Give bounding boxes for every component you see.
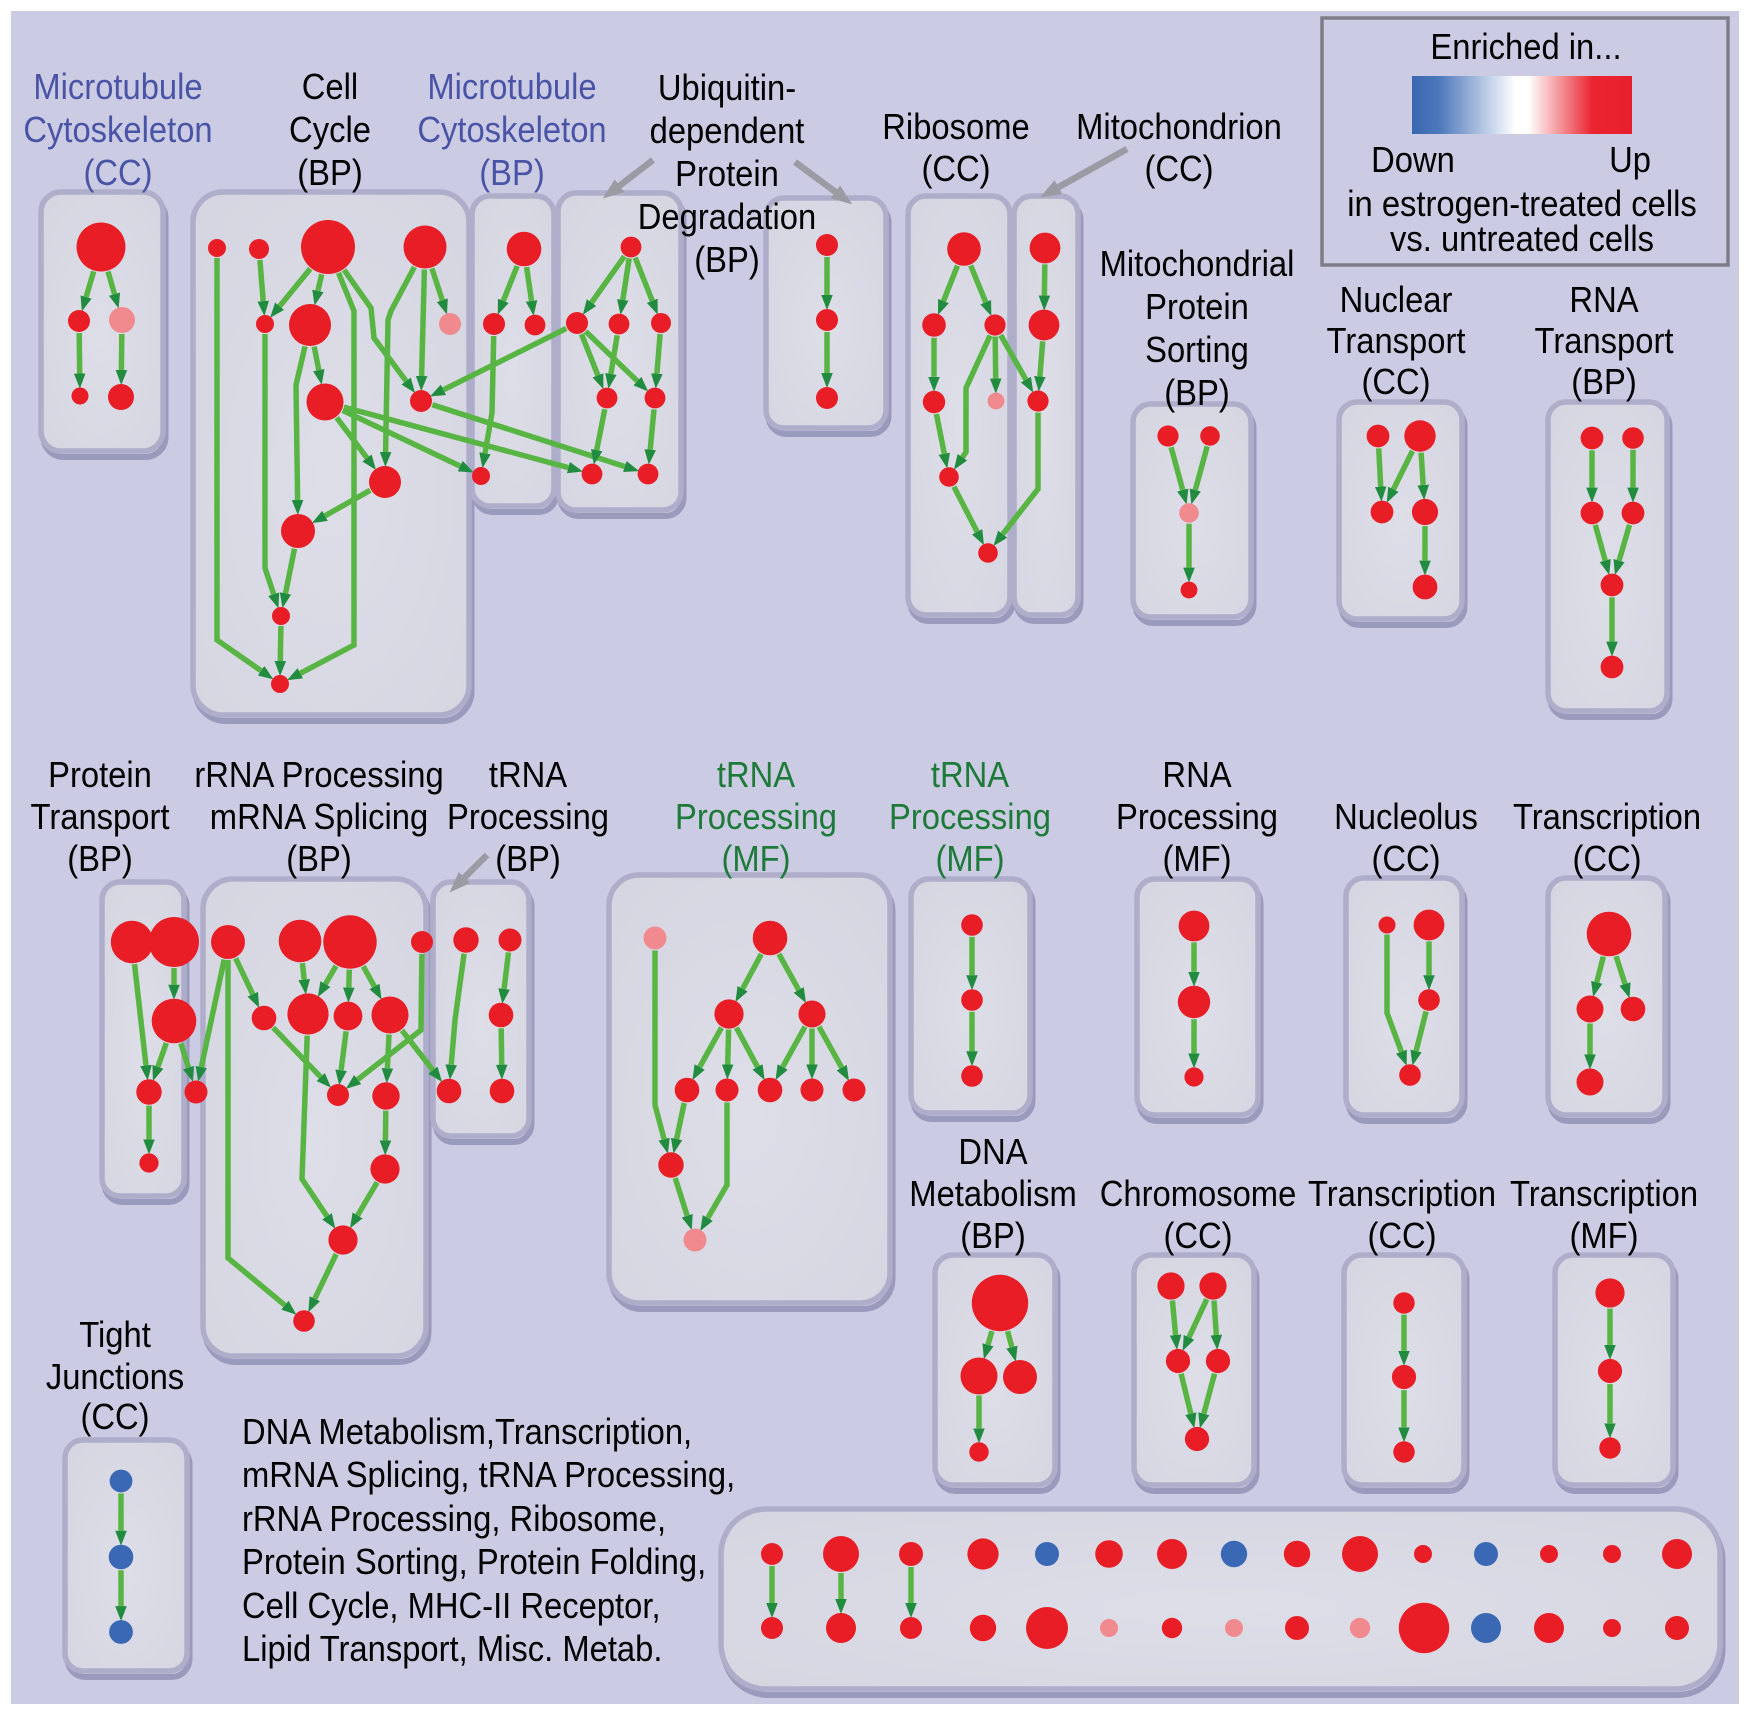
svg-text:rRNA Processing, Ribosome,: rRNA Processing, Ribosome,: [242, 1500, 666, 1540]
svg-text:(CC): (CC): [1371, 840, 1440, 880]
svg-text:Metabolism: Metabolism: [909, 1175, 1076, 1215]
svg-text:Transcription: Transcription: [1308, 1175, 1496, 1215]
svg-text:Enriched in...: Enriched in...: [1430, 28, 1621, 68]
svg-text:vs. untreated cells: vs. untreated cells: [1390, 220, 1654, 260]
svg-text:Ribosome: Ribosome: [882, 108, 1029, 148]
svg-text:(BP): (BP): [495, 840, 560, 880]
svg-text:rRNA Processing: rRNA Processing: [194, 756, 443, 796]
svg-text:Junctions: Junctions: [46, 1358, 184, 1398]
svg-text:Transport: Transport: [31, 798, 170, 838]
svg-text:(CC): (CC): [1144, 150, 1213, 190]
svg-text:Mitochondrial: Mitochondrial: [1100, 245, 1295, 285]
svg-text:Lipid Transport, Misc. Metab.: Lipid Transport, Misc. Metab.: [242, 1630, 662, 1670]
svg-text:(CC): (CC): [1367, 1217, 1436, 1257]
svg-text:Microtubule: Microtubule: [33, 68, 202, 108]
svg-text:(CC): (CC): [921, 150, 990, 190]
svg-text:Sorting: Sorting: [1145, 331, 1249, 371]
svg-text:tRNA: tRNA: [717, 756, 795, 796]
svg-text:Transcription: Transcription: [1510, 1175, 1698, 1215]
svg-text:Transcription: Transcription: [1513, 798, 1701, 838]
svg-text:Protein: Protein: [1145, 288, 1249, 328]
svg-text:(MF): (MF): [1569, 1217, 1638, 1257]
svg-text:Ubiquitin-: Ubiquitin-: [658, 69, 796, 109]
svg-text:Nucleolus: Nucleolus: [1334, 798, 1478, 838]
svg-text:Cell Cycle, MHC-II Receptor,: Cell Cycle, MHC-II Receptor,: [242, 1587, 661, 1627]
svg-text:Protein: Protein: [48, 756, 152, 796]
svg-text:dependent: dependent: [650, 112, 805, 152]
svg-text:(MF): (MF): [935, 840, 1004, 880]
svg-text:Processing: Processing: [675, 798, 837, 838]
svg-text:(BP): (BP): [479, 154, 544, 194]
svg-text:Down: Down: [1371, 141, 1455, 181]
svg-text:Degradation: Degradation: [638, 198, 816, 238]
svg-text:Cell: Cell: [302, 68, 358, 108]
svg-text:DNA Metabolism,Transcription,: DNA Metabolism,Transcription,: [242, 1413, 692, 1453]
svg-text:Protein: Protein: [675, 155, 779, 195]
svg-text:Nuclear: Nuclear: [1340, 281, 1453, 321]
svg-text:in estrogen-treated cells: in estrogen-treated cells: [1347, 185, 1697, 225]
svg-text:mRNA Splicing, tRNA Processing: mRNA Splicing, tRNA Processing,: [242, 1456, 735, 1496]
svg-text:Cytoskeleton: Cytoskeleton: [417, 111, 606, 151]
svg-text:(CC): (CC): [83, 154, 152, 194]
svg-text:DNA: DNA: [958, 1133, 1027, 1173]
svg-text:Microtubule: Microtubule: [427, 68, 596, 108]
svg-text:(BP): (BP): [1164, 374, 1229, 414]
svg-text:Processing: Processing: [447, 798, 609, 838]
svg-text:(CC): (CC): [1361, 363, 1430, 403]
svg-text:Tight: Tight: [79, 1316, 151, 1356]
svg-text:Mitochondrion: Mitochondrion: [1076, 108, 1282, 148]
svg-text:tRNA: tRNA: [489, 756, 567, 796]
svg-text:(CC): (CC): [1572, 840, 1641, 880]
svg-text:RNA: RNA: [1569, 281, 1638, 321]
svg-text:Cycle: Cycle: [289, 111, 371, 151]
svg-text:Chromosome: Chromosome: [1100, 1175, 1297, 1215]
svg-text:Transport: Transport: [1535, 322, 1674, 362]
svg-text:(CC): (CC): [1163, 1217, 1232, 1257]
svg-text:Protein Sorting, Protein Foldi: Protein Sorting, Protein Folding,: [242, 1543, 706, 1583]
svg-text:Processing: Processing: [1116, 798, 1278, 838]
svg-text:(BP): (BP): [67, 840, 132, 880]
svg-text:(CC): (CC): [80, 1398, 149, 1438]
svg-text:RNA: RNA: [1162, 756, 1231, 796]
svg-text:(BP): (BP): [1571, 363, 1636, 403]
svg-text:(BP): (BP): [694, 241, 759, 281]
svg-text:Transport: Transport: [1327, 322, 1466, 362]
svg-text:Processing: Processing: [889, 798, 1051, 838]
svg-text:Cytoskeleton: Cytoskeleton: [23, 111, 212, 151]
svg-text:tRNA: tRNA: [931, 756, 1009, 796]
svg-text:mRNA Splicing: mRNA Splicing: [210, 798, 428, 838]
svg-text:(BP): (BP): [286, 840, 351, 880]
svg-text:(BP): (BP): [960, 1217, 1025, 1257]
svg-text:(MF): (MF): [721, 840, 790, 880]
svg-text:Up: Up: [1609, 141, 1651, 181]
svg-text:(MF): (MF): [1162, 840, 1231, 880]
svg-text:(BP): (BP): [297, 154, 362, 194]
